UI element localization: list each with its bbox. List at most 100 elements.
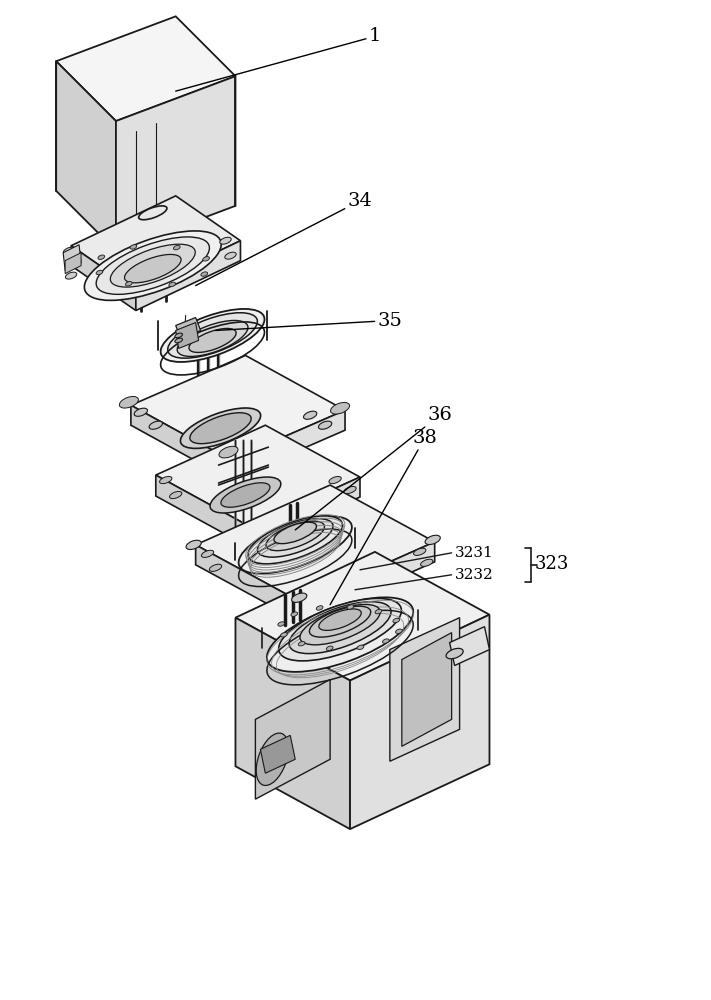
Text: 38: 38 [330, 429, 437, 605]
Ellipse shape [331, 402, 350, 414]
Text: 1: 1 [176, 27, 381, 91]
Ellipse shape [256, 733, 289, 785]
Polygon shape [260, 735, 295, 773]
Ellipse shape [304, 411, 317, 419]
Ellipse shape [221, 483, 270, 507]
Ellipse shape [181, 408, 261, 448]
Ellipse shape [63, 247, 75, 254]
Ellipse shape [96, 237, 210, 294]
Ellipse shape [316, 606, 323, 610]
Polygon shape [71, 196, 240, 291]
Ellipse shape [281, 633, 287, 637]
Ellipse shape [85, 231, 221, 300]
Ellipse shape [210, 477, 281, 513]
Ellipse shape [299, 641, 305, 646]
Ellipse shape [98, 255, 105, 259]
Ellipse shape [326, 646, 333, 650]
Polygon shape [235, 618, 350, 829]
Text: 36: 36 [295, 406, 452, 530]
Ellipse shape [173, 245, 180, 250]
Ellipse shape [201, 550, 214, 557]
Ellipse shape [414, 548, 426, 555]
Ellipse shape [446, 648, 463, 659]
Text: 3231: 3231 [454, 546, 493, 560]
Ellipse shape [329, 476, 341, 484]
Ellipse shape [190, 413, 251, 444]
Ellipse shape [209, 564, 222, 571]
Ellipse shape [201, 272, 208, 276]
Ellipse shape [189, 328, 236, 352]
Ellipse shape [383, 639, 389, 643]
Polygon shape [71, 246, 136, 311]
Polygon shape [56, 16, 235, 121]
Ellipse shape [257, 519, 333, 557]
Polygon shape [131, 355, 345, 460]
Ellipse shape [124, 254, 181, 283]
Ellipse shape [134, 408, 147, 416]
Polygon shape [131, 405, 230, 480]
Ellipse shape [119, 396, 139, 408]
Polygon shape [65, 253, 81, 274]
Polygon shape [196, 485, 434, 602]
Polygon shape [250, 477, 360, 548]
Ellipse shape [203, 257, 210, 261]
Ellipse shape [110, 244, 196, 287]
Ellipse shape [161, 309, 264, 362]
Ellipse shape [347, 605, 354, 609]
Ellipse shape [344, 486, 356, 494]
Ellipse shape [139, 206, 167, 220]
Text: 323: 323 [534, 555, 569, 573]
Polygon shape [176, 322, 198, 348]
Ellipse shape [248, 516, 343, 564]
Ellipse shape [420, 559, 433, 566]
Ellipse shape [395, 629, 402, 634]
Ellipse shape [289, 602, 391, 654]
Ellipse shape [149, 421, 162, 429]
Ellipse shape [125, 282, 132, 286]
Polygon shape [390, 618, 459, 761]
Ellipse shape [425, 535, 440, 545]
Ellipse shape [186, 540, 201, 550]
Text: 35: 35 [215, 312, 402, 330]
Ellipse shape [291, 612, 298, 616]
Polygon shape [230, 410, 345, 480]
Ellipse shape [225, 252, 236, 259]
Polygon shape [255, 680, 330, 799]
Ellipse shape [393, 618, 400, 623]
Ellipse shape [319, 609, 361, 630]
Polygon shape [235, 552, 489, 680]
Ellipse shape [300, 604, 380, 645]
Ellipse shape [274, 522, 316, 544]
Ellipse shape [169, 491, 182, 499]
Ellipse shape [357, 645, 364, 650]
Ellipse shape [319, 421, 332, 429]
Ellipse shape [292, 593, 307, 602]
Polygon shape [350, 615, 489, 829]
Polygon shape [449, 627, 489, 666]
Polygon shape [196, 545, 300, 622]
Polygon shape [176, 318, 201, 338]
Ellipse shape [278, 622, 284, 626]
Ellipse shape [96, 270, 103, 275]
Polygon shape [156, 425, 360, 527]
Ellipse shape [239, 516, 352, 574]
Ellipse shape [175, 338, 183, 343]
Text: 34: 34 [196, 192, 373, 286]
Text: 3232: 3232 [454, 568, 493, 582]
Ellipse shape [177, 320, 248, 356]
Ellipse shape [266, 521, 324, 551]
Polygon shape [402, 633, 451, 746]
Ellipse shape [279, 598, 402, 661]
Polygon shape [136, 241, 240, 311]
Ellipse shape [175, 333, 183, 338]
Polygon shape [63, 245, 81, 271]
Polygon shape [56, 61, 116, 251]
Ellipse shape [168, 313, 257, 358]
Ellipse shape [159, 476, 172, 484]
Ellipse shape [130, 245, 137, 249]
Ellipse shape [65, 272, 77, 279]
Ellipse shape [219, 446, 238, 458]
Polygon shape [156, 475, 250, 548]
Ellipse shape [169, 282, 176, 287]
Ellipse shape [267, 597, 413, 672]
